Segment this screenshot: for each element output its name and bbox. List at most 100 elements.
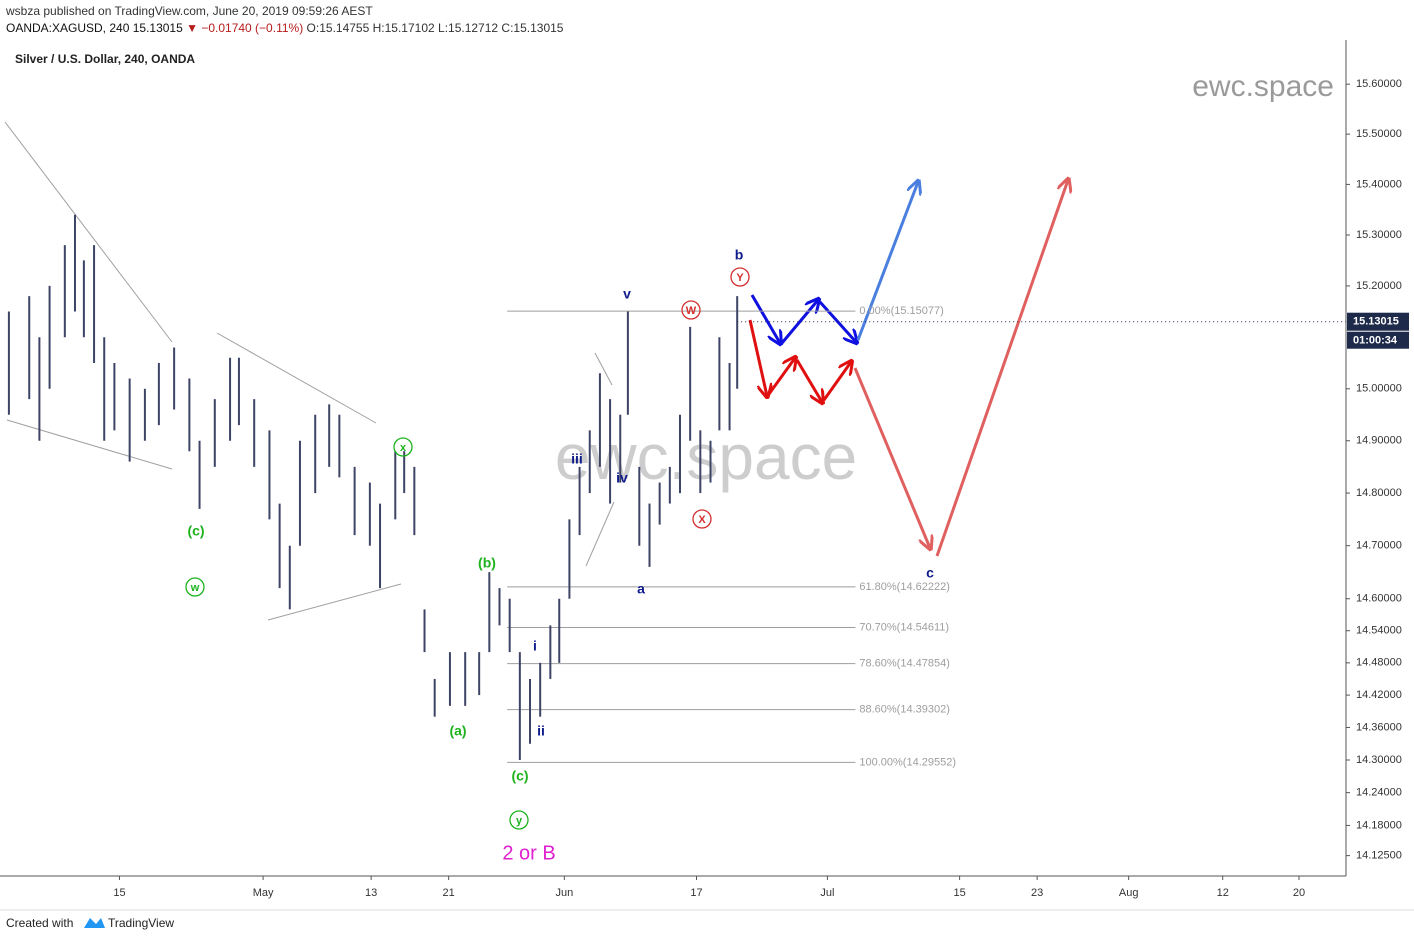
x-tick-label: 17 [690,887,702,899]
fib-label: 61.80%(14.62222) [859,581,950,593]
arrow [856,182,918,341]
y-tick-label: 14.12500 [1356,850,1402,862]
x-tick-label: 13 [365,887,377,899]
arrow [935,180,1068,557]
y-tick-label: 14.48000 [1356,657,1402,669]
y-tick-label: 14.60000 [1356,593,1402,605]
wave-label: w [190,582,200,594]
x-tick-label: Jul [820,887,834,899]
fib-label: 0.00%(15.15077) [859,305,943,317]
wave-circle [509,810,529,830]
wave-label: (c) [511,768,528,784]
last-price-tag [1347,312,1409,331]
y-tick-label: 14.30000 [1356,754,1402,766]
publisher: wsbza published on TradingView.com, June… [5,4,373,18]
wave-label: iii [571,451,583,467]
y-tick-label: 15.60000 [1356,78,1402,90]
x-tick-label: Jun [555,887,573,899]
wave-label: a [637,581,645,597]
last: 15.13015 [133,21,183,35]
wave-label: (c) [187,523,204,539]
x-tick-label: 12 [1217,887,1229,899]
y-tick-label: 14.90000 [1356,435,1402,447]
arrow [750,294,780,343]
wave-label: i [533,638,537,654]
fib-label: 100.00%(14.29552) [859,756,956,768]
x-tick-label: Aug [1119,887,1139,899]
y-tick-label: 14.80000 [1356,487,1402,499]
fib-label: 88.60%(14.39302) [859,704,950,716]
y-tick-label: 15.50000 [1356,128,1402,140]
wave-label: (b) [478,555,496,571]
trendline [585,501,615,567]
x-tick-label: 20 [1293,887,1305,899]
y-tick-label: 15.20000 [1356,280,1402,292]
scenario-arrows [748,180,1068,557]
wave-label: v [623,286,631,302]
y-tick-label: 15.40000 [1356,178,1402,190]
y-tick-label: 15.00000 [1356,383,1402,395]
footer-created: Created with [6,916,73,930]
wave-circle [692,509,712,529]
arrow [748,319,767,396]
wave-circle [185,577,205,597]
trendline [267,583,402,621]
fib-label: 78.60%(14.47854) [859,658,950,670]
trendlines [4,121,615,621]
watermark: ewc.space [555,421,857,493]
wave-circle [393,437,413,457]
wave-label: c [926,565,934,581]
arrow [767,358,795,395]
y-tick-label: 14.70000 [1356,540,1402,552]
arrow [822,362,851,401]
wave-label: 2 or B [502,842,555,864]
open: O:15.14755 [307,21,370,35]
countdown-label: 01:00:34 [1353,335,1398,347]
arrow [780,300,818,344]
wave-circle [681,300,701,320]
x-tick-label: 15 [953,887,965,899]
footer-brand: TradingView [108,916,174,930]
x-tick-label: 23 [1031,887,1043,899]
trendline [4,121,173,343]
x-tick-label: May [253,887,274,899]
last-price-label: 15.13015 [1353,316,1399,328]
wave-label: (a) [449,723,466,739]
wave-label: Y [736,272,744,284]
change: ▼ −0.01740 (−0.11%) [186,21,303,35]
y-tick-label: 14.18000 [1356,819,1402,831]
wave-label: ii [537,723,545,739]
arrow [853,367,930,548]
wave-label: x [400,442,407,454]
y-tick-label: 14.24000 [1356,787,1402,799]
wave-label: y [516,815,523,827]
y-tick-label: 14.36000 [1356,721,1402,733]
fib-label: 70.70%(14.54611) [859,621,949,633]
trendline [216,332,377,424]
plot-area [0,40,1346,876]
brand-logo [84,918,105,928]
trendline [6,419,173,470]
wave-label: X [698,514,706,526]
countdown-tag [1347,331,1409,349]
wave-label: b [735,247,744,263]
symbol: OANDA:XAGUSD, 240 [6,21,130,35]
chart-title: Silver / U.S. Dollar, 240, OANDA [15,52,195,66]
wave-label: W [686,305,697,317]
watermark: ewc.space [1192,70,1334,103]
trendline [594,352,613,386]
high: H:15.17102 [373,21,435,35]
arrow [795,359,822,402]
y-tick-label: 14.54000 [1356,625,1402,637]
x-tick-label: 15 [113,887,125,899]
low: L:15.12712 [438,21,498,35]
y-tick-label: 15.30000 [1356,229,1402,241]
wave-circle [730,267,750,287]
close: C:15.13015 [501,21,563,35]
y-tick-label: 14.42000 [1356,689,1402,701]
wave-label: iv [616,470,628,486]
symbol-line: OANDA:XAGUSD, 240 15.13015 ▼ −0.01740 (−… [6,21,564,35]
x-tick-label: 21 [443,887,455,899]
